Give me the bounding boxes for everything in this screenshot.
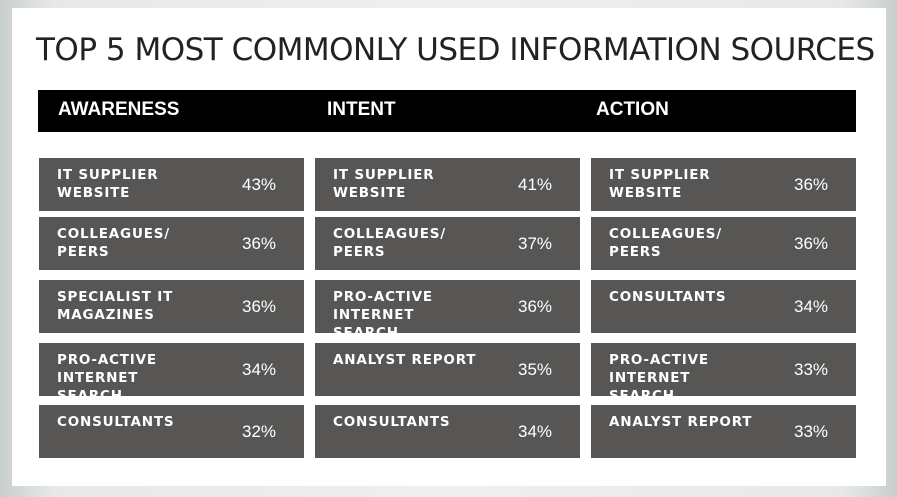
action-cell-4: PRO-ACTIVE INTERNET SEARCH 33% xyxy=(591,343,856,404)
action-cell-1: IT SUPPLIER WEBSITE 36% xyxy=(591,158,856,211)
source-percentage: 34% xyxy=(517,422,553,441)
awareness-cell-3: SPECIALIST IT MAGAZINES 36% xyxy=(39,280,304,333)
source-percentage: 41% xyxy=(517,175,553,194)
intent-cell-1: IT SUPPLIER WEBSITE 41% xyxy=(315,158,580,211)
source-label: IT SUPPLIER WEBSITE xyxy=(333,167,435,201)
awareness-cell-2: COLLEAGUES/ PEERS 36% xyxy=(39,217,304,270)
source-percentage: 36% xyxy=(241,297,277,316)
source-percentage: 37% xyxy=(517,234,553,253)
source-percentage: 34% xyxy=(793,297,829,316)
source-label: CONSULTANTS xyxy=(57,414,175,430)
column-header-intent: INTENT xyxy=(327,99,396,120)
source-label: SPECIALIST IT MAGAZINES xyxy=(57,289,174,323)
source-label: COLLEAGUES/ PEERS xyxy=(57,226,170,260)
source-percentage: 35% xyxy=(517,360,553,379)
source-label: COLLEAGUES/ PEERS xyxy=(609,226,722,260)
action-cell-2: COLLEAGUES/ PEERS 36% xyxy=(591,217,856,270)
intent-cell-2: COLLEAGUES/ PEERS 37% xyxy=(315,217,580,270)
source-percentage: 33% xyxy=(793,360,829,379)
source-label: CONSULTANTS xyxy=(333,414,451,430)
source-label: COLLEAGUES/ PEERS xyxy=(333,226,446,260)
intent-cell-3: PRO-ACTIVE INTERNET SEARCH 36% xyxy=(315,280,580,341)
source-percentage: 43% xyxy=(241,175,277,194)
source-percentage: 36% xyxy=(517,297,553,316)
source-label: ANALYST REPORT xyxy=(609,414,753,430)
action-cell-3: CONSULTANTS 34% xyxy=(591,280,856,333)
column-header-bar: AWARENESS INTENT ACTION xyxy=(38,90,856,132)
intent-cell-5: CONSULTANTS 34% xyxy=(315,405,580,458)
source-percentage: 36% xyxy=(241,234,277,253)
source-label: IT SUPPLIER WEBSITE xyxy=(609,167,711,201)
awareness-cell-4: PRO-ACTIVE INTERNET SEARCH 34% xyxy=(39,343,304,404)
chart-title: TOP 5 MOST COMMONLY USED INFORMATION SOU… xyxy=(36,32,875,68)
source-label: PRO-ACTIVE INTERNET SEARCH xyxy=(609,352,709,404)
source-percentage: 36% xyxy=(793,175,829,194)
source-label: IT SUPPLIER WEBSITE xyxy=(57,167,159,201)
column-header-action: ACTION xyxy=(596,99,669,120)
awareness-cell-5: CONSULTANTS 32% xyxy=(39,405,304,458)
source-label: ANALYST REPORT xyxy=(333,352,477,368)
source-percentage: 32% xyxy=(241,422,277,441)
source-label: PRO-ACTIVE INTERNET SEARCH xyxy=(333,289,433,341)
source-label: PRO-ACTIVE INTERNET SEARCH xyxy=(57,352,157,404)
action-cell-5: ANALYST REPORT 33% xyxy=(591,405,856,458)
intent-cell-4: ANALYST REPORT 35% xyxy=(315,343,580,396)
source-percentage: 36% xyxy=(793,234,829,253)
awareness-cell-1: IT SUPPLIER WEBSITE 43% xyxy=(39,158,304,211)
source-percentage: 34% xyxy=(241,360,277,379)
infographic-card: TOP 5 MOST COMMONLY USED INFORMATION SOU… xyxy=(12,8,886,486)
source-label: CONSULTANTS xyxy=(609,289,727,305)
column-header-awareness: AWARENESS xyxy=(58,99,180,120)
source-percentage: 33% xyxy=(793,422,829,441)
